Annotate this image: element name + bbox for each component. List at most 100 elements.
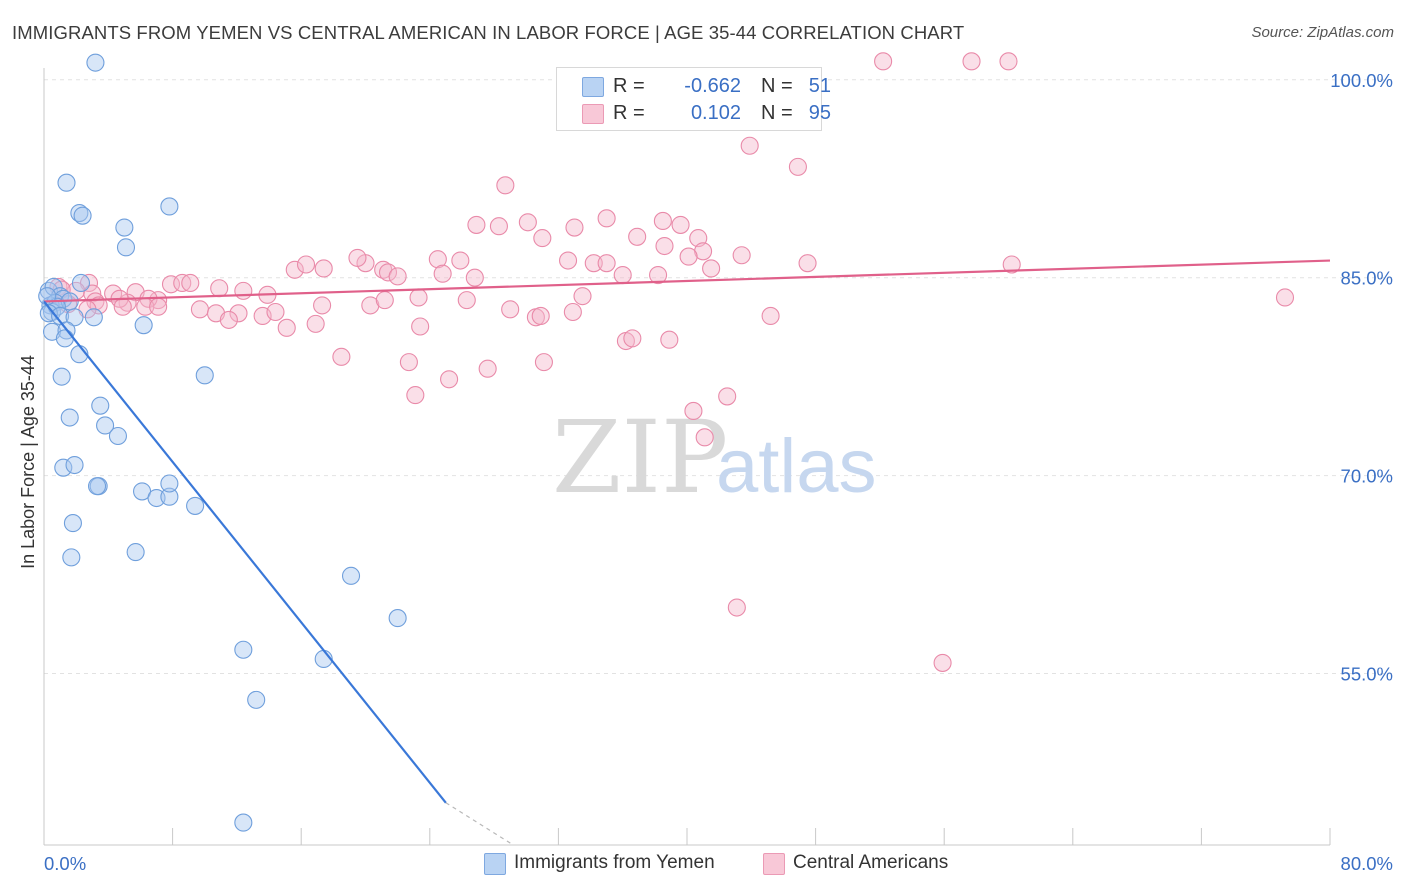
yemen-point — [54, 458, 73, 477]
yemen-point — [147, 488, 166, 508]
central-americans-point — [378, 263, 398, 282]
yemen-point — [160, 197, 179, 216]
central-americans-point — [149, 297, 168, 316]
central-americans-point — [313, 296, 332, 315]
yemen-point — [234, 813, 253, 832]
central-americans-point — [234, 281, 253, 300]
yemen-point — [63, 514, 82, 533]
central-americans-point — [563, 302, 582, 322]
central-americans-point — [732, 246, 751, 265]
central-americans-points — [49, 52, 1295, 672]
central-americans-point — [229, 304, 248, 323]
central-americans-point — [573, 287, 592, 306]
chart-source: Source: ZipAtlas.com — [1251, 24, 1394, 41]
legend-n-label: N = — [761, 75, 793, 97]
central-americans-point — [210, 279, 229, 298]
central-americans-point — [314, 259, 333, 278]
central-americans-point — [531, 306, 550, 325]
bottom-legend-label: Immigrants from Yemen — [514, 852, 715, 873]
central-americans-point — [628, 227, 647, 246]
central-americans-point — [534, 353, 553, 372]
central-americans-point — [597, 254, 616, 273]
central-americans-point — [457, 291, 476, 310]
y-tick-label: 55.0% — [1341, 663, 1393, 684]
central-americans-point — [478, 359, 497, 378]
axes — [43, 68, 1331, 846]
tick-labels: 55.0% 70.0% 85.0% 100.0% 0.0% 80.0% — [44, 70, 1393, 874]
legend-swatch-pink — [582, 104, 604, 124]
central-americans-point — [565, 218, 584, 237]
central-americans-point — [181, 273, 200, 293]
yemen-point — [91, 396, 110, 415]
yemen-point — [96, 416, 115, 435]
central-americans-point — [467, 215, 486, 234]
central-americans-point — [428, 250, 447, 269]
trend-lines — [43, 259, 1331, 846]
central-americans-point — [761, 306, 780, 325]
central-americans-point — [451, 251, 470, 270]
yemen-point — [195, 366, 214, 385]
central-americans-point — [727, 598, 746, 617]
central-americans-point — [409, 288, 428, 307]
central-americans-point — [788, 157, 807, 176]
central-americans-point — [684, 401, 703, 420]
legend-swatch-blue — [582, 77, 604, 97]
yemen-point — [87, 477, 107, 496]
central-americans-point — [740, 136, 759, 155]
watermark-zip: ZIP — [552, 399, 728, 516]
central-americans-point — [660, 330, 679, 349]
yemen-point — [84, 308, 103, 327]
yemen-point — [73, 206, 92, 225]
central-americans-point — [375, 291, 394, 310]
yemen-point — [62, 548, 81, 567]
central-americans-point — [874, 52, 893, 71]
yemen-point — [65, 455, 84, 475]
legend-n-value: 51 — [808, 75, 831, 97]
central-americans-point — [348, 248, 367, 267]
central-americans-point — [518, 213, 537, 232]
yemen-point — [126, 543, 145, 562]
x-tick-label: 0.0% — [44, 853, 86, 874]
yemen-point — [160, 474, 179, 493]
central-americans-point — [190, 300, 209, 319]
yemen-trend-line — [43, 300, 447, 804]
yemen-points — [38, 53, 407, 832]
bottom-legend-label: Central Americans — [793, 852, 949, 873]
central-americans-point — [411, 317, 430, 336]
y-tick-label: 70.0% — [1341, 466, 1393, 487]
yemen-point — [86, 53, 105, 72]
central-americans-point — [489, 217, 508, 236]
central-americans-point — [296, 255, 316, 274]
yemen-point — [388, 609, 407, 628]
yemen-point — [247, 690, 266, 709]
central-americans-point — [501, 300, 520, 319]
legend-r-value: -0.662 — [684, 75, 741, 97]
central-americans-point — [653, 211, 672, 231]
yemen-point — [134, 316, 153, 335]
yemen-point — [71, 273, 91, 293]
yemen-point — [52, 367, 71, 386]
legend-n-label: N = — [761, 102, 793, 124]
yemen-point — [115, 218, 134, 237]
y-tick-label: 100.0% — [1330, 70, 1393, 91]
bottom-legend-swatch-pink — [763, 853, 785, 875]
x-tick-label: 80.0% — [1341, 853, 1393, 874]
central-americans-point — [702, 259, 721, 278]
central-americans-point — [655, 236, 674, 256]
central-americans-point — [558, 251, 578, 270]
yemen-point — [55, 329, 74, 348]
legend-n-value: 95 — [808, 102, 831, 124]
central-americans-point — [266, 302, 285, 322]
yemen-trend-extension — [445, 802, 514, 846]
central-americans-point — [933, 653, 952, 672]
central-americans-point — [613, 266, 632, 285]
central-americans-point — [962, 52, 981, 71]
central-americans-point — [89, 296, 108, 315]
central-americans-point — [597, 209, 616, 228]
central-americans-point — [623, 329, 642, 348]
central-americans-point — [113, 297, 132, 316]
yemen-point — [341, 566, 361, 585]
central-americans-point — [433, 264, 452, 283]
legend-r-label: R = — [613, 75, 645, 97]
central-americans-point — [388, 267, 407, 286]
